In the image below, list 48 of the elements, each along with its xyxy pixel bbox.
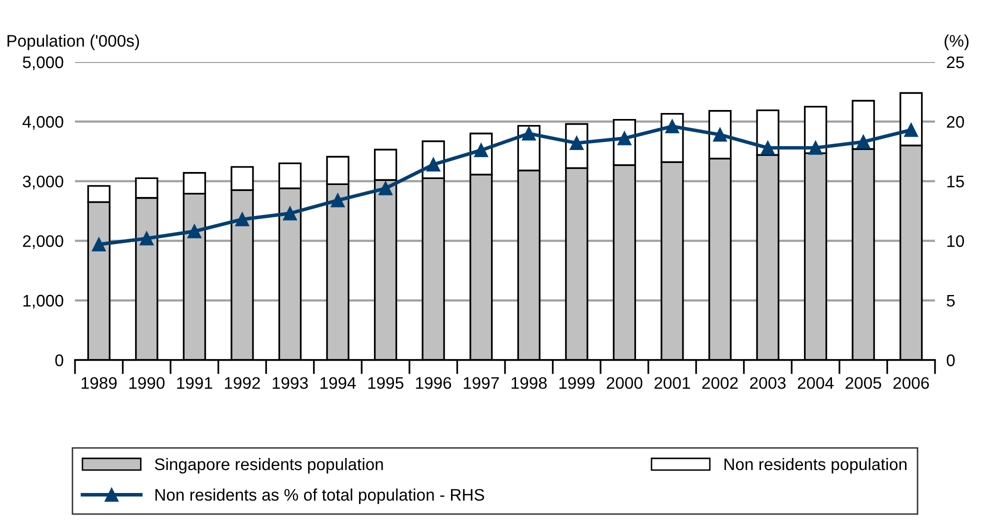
x-tick-label: 2004 — [798, 377, 834, 389]
point — [904, 123, 918, 137]
point — [760, 140, 775, 155]
x-tick-label: 2003 — [750, 377, 786, 389]
y2-tick-label: 10 — [947, 235, 964, 248]
y-tick-label: 2,000 — [23, 235, 64, 249]
x-tick-label: 1995 — [368, 377, 404, 389]
x-tick-label: 2006 — [893, 377, 929, 389]
x-tick-label: 1991 — [177, 377, 212, 389]
y-tick-label: 1,000 — [23, 294, 64, 309]
legend-label: Non residents as % of total population - RHS — [155, 488, 484, 504]
x-tick-label: 2005 — [846, 377, 882, 389]
point — [665, 119, 680, 134]
point — [856, 134, 870, 149]
y2-axis-title: (%) — [944, 34, 968, 50]
x-tick-label: 2001 — [654, 377, 690, 389]
legend-label: Singapore residents population — [154, 458, 383, 474]
x-tick-label: 2002 — [702, 377, 738, 389]
x-tick-label: 1999 — [559, 377, 594, 389]
point — [808, 140, 822, 155]
point — [378, 181, 392, 196]
point — [330, 193, 345, 208]
y-tick-label: 0 — [55, 354, 64, 366]
y-tick-label: 3,000 — [22, 176, 64, 190]
y2-tick-label: 25 — [946, 56, 964, 68]
y2-tick-label: 0 — [946, 354, 955, 366]
x-tick-label: 1994 — [320, 377, 356, 389]
x-tick-label: 1996 — [416, 377, 452, 389]
legend-label: Non residents population — [724, 458, 906, 474]
x-tick-label: 1993 — [272, 377, 308, 389]
x-tick-label: 1998 — [512, 377, 547, 389]
point — [92, 237, 106, 252]
y2-tick-label: 20 — [946, 116, 964, 128]
x-tick-label: 1997 — [464, 377, 499, 389]
y2-tick-label: 15 — [947, 176, 964, 188]
point — [140, 231, 154, 246]
y-tick-label: 4,000 — [22, 116, 64, 130]
x-tick-label: 1992 — [224, 377, 260, 389]
point — [188, 224, 202, 238]
x-tick-label: 1990 — [129, 377, 165, 389]
y-tick-label: 5,000 — [22, 56, 64, 70]
point — [522, 126, 536, 140]
point — [235, 212, 250, 226]
y2-tick-label: 5 — [946, 294, 955, 307]
point — [283, 206, 297, 220]
y-axis-title: Population ('000s) — [8, 34, 139, 50]
x-tick-label: 1989 — [82, 377, 117, 389]
x-tick-label: 2000 — [606, 377, 642, 389]
